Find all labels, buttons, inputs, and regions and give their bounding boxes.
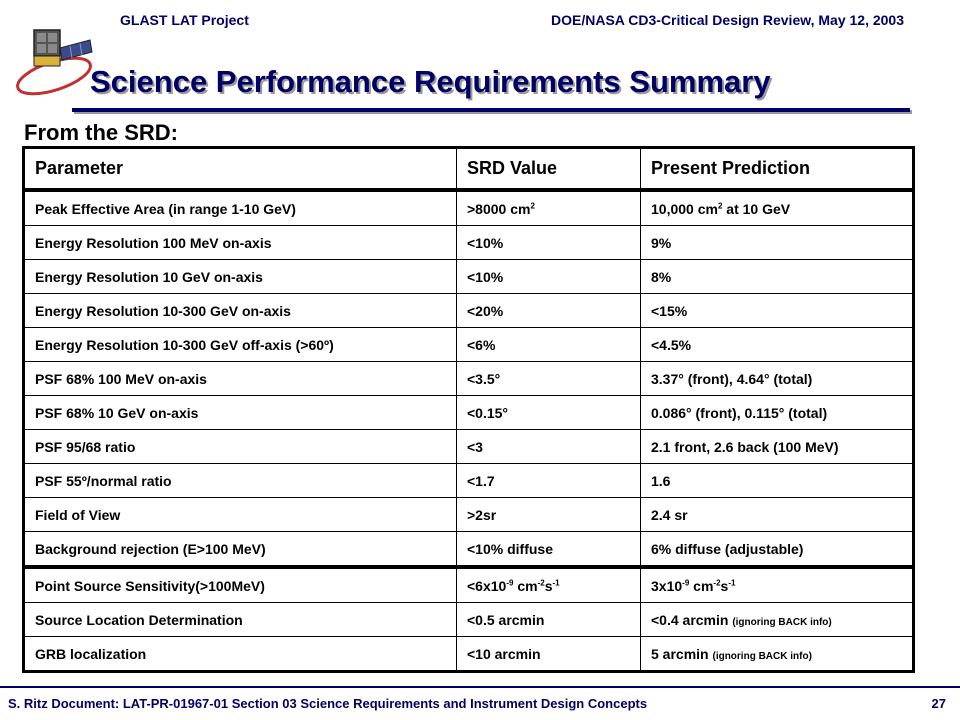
srd-cell: >2sr bbox=[456, 497, 641, 532]
param-cell: Energy Resolution 10-300 GeV off-axis (>… bbox=[22, 327, 457, 362]
table-row: PSF 68% 10 GeV on-axis <0.15° 0.086° (fr… bbox=[22, 395, 915, 430]
table-row: PSF 95/68 ratio <3 2.1 front, 2.6 back (… bbox=[22, 429, 915, 464]
srd-cell: <0.5 arcmin bbox=[456, 602, 641, 637]
prediction-cell: 3.37° (front), 4.64° (total) bbox=[640, 361, 915, 396]
prediction-cell: 3x10-9 cm-2s-1 bbox=[640, 566, 915, 603]
srd-cell: <0.15° bbox=[456, 395, 641, 430]
table-row: PSF 68% 100 MeV on-axis <3.5° 3.37° (fro… bbox=[22, 361, 915, 396]
column-header-parameter: Parameter bbox=[22, 146, 457, 192]
param-cell: Energy Resolution 10-300 GeV on-axis bbox=[22, 293, 457, 328]
param-cell: Field of View bbox=[22, 497, 457, 532]
table-row: Energy Resolution 10 GeV on-axis <10% 8% bbox=[22, 259, 915, 294]
prediction-cell: <0.4 arcmin (ignoring BACK info) bbox=[640, 602, 915, 637]
review-name: DOE/NASA CD3-Critical Design Review, May… bbox=[551, 12, 904, 28]
srd-cell: <10 arcmin bbox=[456, 636, 641, 673]
srd-cell: <20% bbox=[456, 293, 641, 328]
prediction-cell: 8% bbox=[640, 259, 915, 294]
prediction-cell: 2.1 front, 2.6 back (100 MeV) bbox=[640, 429, 915, 464]
glast-satellite-icon bbox=[16, 29, 93, 96]
srd-cell: >8000 cm2 bbox=[456, 189, 641, 226]
requirements-table: Parameter SRD Value Present Prediction P… bbox=[22, 146, 915, 673]
table-row: Energy Resolution 100 MeV on-axis <10% 9… bbox=[22, 225, 915, 260]
prediction-cell: 10,000 cm2 at 10 GeV bbox=[640, 189, 915, 226]
table-row: Energy Resolution 10-300 GeV on-axis <20… bbox=[22, 293, 915, 328]
table-row: Peak Effective Area (in range 1-10 GeV) … bbox=[22, 189, 915, 226]
param-cell: Background rejection (E>100 MeV) bbox=[22, 531, 457, 569]
param-cell: GRB localization bbox=[22, 636, 457, 673]
column-header-present-prediction: Present Prediction bbox=[640, 146, 915, 192]
column-header-srd-value: SRD Value bbox=[456, 146, 641, 192]
table-row: Background rejection (E>100 MeV) <10% di… bbox=[22, 531, 915, 569]
prediction-cell: 9% bbox=[640, 225, 915, 260]
project-name: GLAST LAT Project bbox=[120, 12, 249, 28]
title-underline bbox=[72, 108, 910, 112]
table-header-row: Parameter SRD Value Present Prediction bbox=[22, 146, 915, 192]
prediction-cell: 6% diffuse (adjustable) bbox=[640, 531, 915, 569]
param-cell: PSF 68% 10 GeV on-axis bbox=[22, 395, 457, 430]
param-cell: PSF 68% 100 MeV on-axis bbox=[22, 361, 457, 396]
param-cell: Source Location Determination bbox=[22, 602, 457, 637]
srd-cell: <1.7 bbox=[456, 463, 641, 498]
param-cell: Energy Resolution 10 GeV on-axis bbox=[22, 259, 457, 294]
srd-cell: <10% diffuse bbox=[456, 531, 641, 569]
footer-text: S. Ritz Document: LAT-PR-01967-01 Sectio… bbox=[8, 696, 648, 711]
prediction-cell: 5 arcmin (ignoring BACK info) bbox=[640, 636, 915, 673]
srd-cell: <6% bbox=[456, 327, 641, 362]
footer-rule bbox=[0, 686, 960, 688]
table-row: Source Location Determination <0.5 arcmi… bbox=[22, 602, 915, 637]
prediction-cell: <4.5% bbox=[640, 327, 915, 362]
param-cell: Energy Resolution 100 MeV on-axis bbox=[22, 225, 457, 260]
srd-cell: <10% bbox=[456, 225, 641, 260]
param-cell: Peak Effective Area (in range 1-10 GeV) bbox=[22, 189, 457, 226]
table-row: Point Source Sensitivity(>100MeV) <6x10-… bbox=[22, 566, 915, 603]
prediction-cell: 0.086° (front), 0.115° (total) bbox=[640, 395, 915, 430]
table-row: PSF 55º/normal ratio <1.7 1.6 bbox=[22, 463, 915, 498]
srd-cell: <3.5° bbox=[456, 361, 641, 396]
srd-cell: <3 bbox=[456, 429, 641, 464]
section-subtitle: From the SRD: bbox=[24, 120, 178, 145]
prediction-cell: 1.6 bbox=[640, 463, 915, 498]
prediction-cell: 2.4 sr bbox=[640, 497, 915, 532]
table-row: GRB localization <10 arcmin 5 arcmin (ig… bbox=[22, 636, 915, 673]
page-number: 27 bbox=[931, 696, 946, 711]
param-cell: PSF 95/68 ratio bbox=[22, 429, 457, 464]
table-row: Energy Resolution 10-300 GeV off-axis (>… bbox=[22, 327, 915, 362]
param-cell: PSF 55º/normal ratio bbox=[22, 463, 457, 498]
param-cell: Point Source Sensitivity(>100MeV) bbox=[22, 566, 457, 603]
srd-cell: <6x10-9 cm-2s-1 bbox=[456, 566, 641, 603]
table-row: Field of View >2sr 2.4 sr bbox=[22, 497, 915, 532]
prediction-cell: <15% bbox=[640, 293, 915, 328]
slide-title: Science Performance Requirements Summary bbox=[90, 64, 771, 99]
srd-cell: <10% bbox=[456, 259, 641, 294]
